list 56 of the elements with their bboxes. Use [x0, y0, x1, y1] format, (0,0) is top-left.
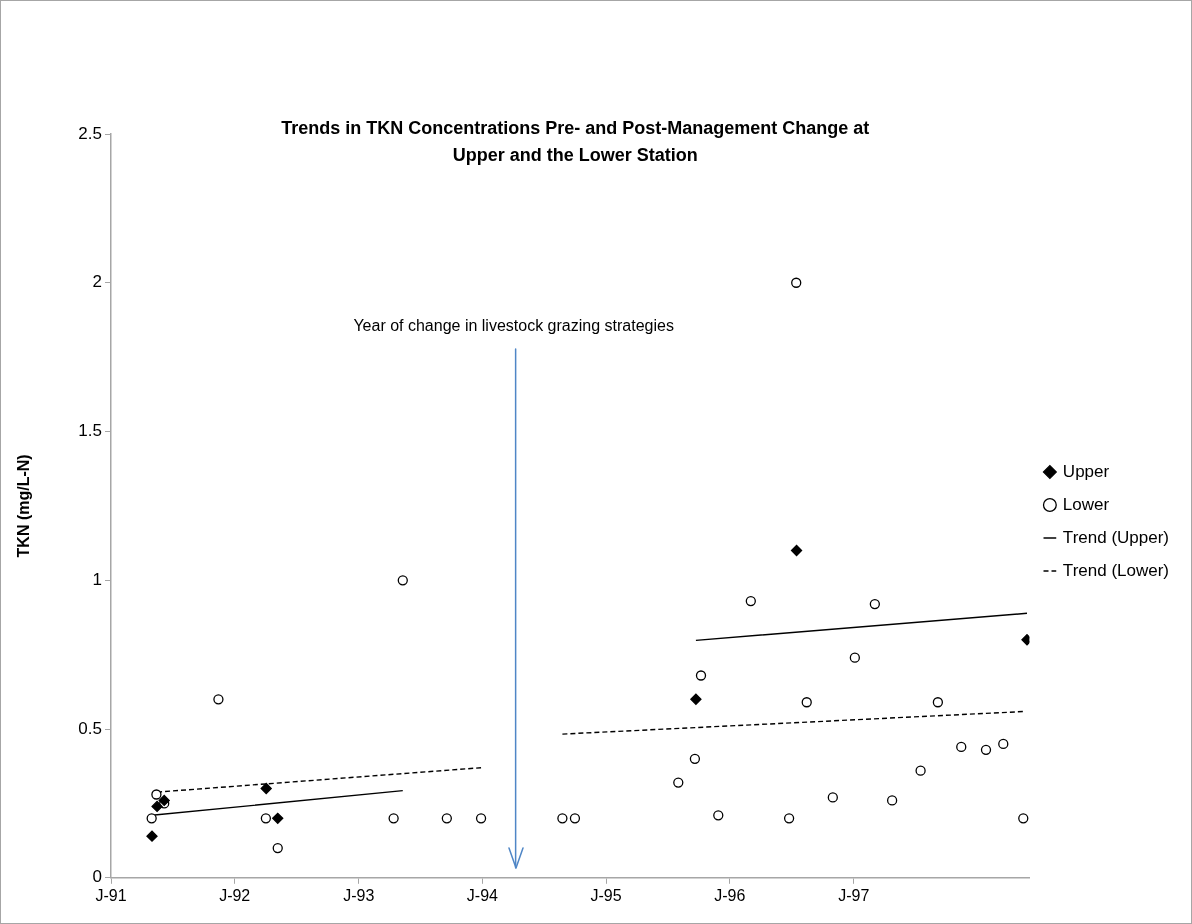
point	[869, 598, 880, 610]
x-tick-label: J-94	[466, 886, 499, 904]
point	[475, 813, 487, 824]
point	[791, 277, 802, 288]
y-tick-label: 2	[92, 272, 102, 292]
y-tick-label: 2.5	[78, 123, 102, 143]
point	[886, 795, 898, 806]
point	[557, 813, 568, 824]
point	[932, 697, 944, 708]
point	[158, 794, 170, 807]
point	[801, 697, 812, 708]
point	[151, 789, 162, 800]
point	[151, 800, 163, 813]
point	[441, 813, 452, 824]
point	[673, 777, 684, 788]
legend-label: Trend (Lower)	[1062, 560, 1170, 580]
point	[713, 810, 724, 821]
point	[849, 652, 860, 663]
x-tick-label: J-92	[219, 886, 251, 904]
y-axis-title: TKN (mg/L-N)	[15, 454, 33, 558]
x-tick-label: J-93	[343, 886, 375, 904]
chart-title: Trends in TKN Concentrations Pre- and Post-Management Change at Upper and the Lower Station	[281, 117, 870, 165]
y-tick-label: 0	[92, 867, 102, 887]
point	[146, 813, 157, 824]
x-tick-label: J-91	[95, 886, 127, 904]
point	[569, 813, 581, 824]
y-tick-label: 0.5	[78, 718, 102, 738]
legend-label: Trend (Upper)	[1062, 527, 1170, 547]
point	[397, 575, 408, 586]
point	[980, 744, 992, 756]
point	[956, 741, 967, 753]
point	[690, 693, 702, 705]
point	[915, 765, 926, 776]
point	[783, 813, 795, 824]
point	[1018, 813, 1029, 824]
point	[998, 738, 1009, 750]
legend-label: Upper	[1062, 461, 1110, 481]
point	[689, 753, 701, 764]
point	[827, 792, 838, 803]
ref-line-label: Year of change in livestock grazing strategies	[353, 317, 674, 335]
x-tick-label: J-97	[838, 886, 870, 904]
legend-label: Lower	[1062, 494, 1110, 514]
y-tick-label: 1.5	[78, 421, 102, 441]
point	[272, 812, 284, 824]
point	[695, 670, 707, 681]
point	[260, 782, 272, 795]
point	[745, 595, 756, 607]
x-tick-label: J-95	[590, 886, 622, 904]
point	[213, 694, 224, 705]
point	[790, 544, 803, 557]
point	[388, 813, 399, 824]
x-tick-label: J-96	[714, 886, 746, 904]
point	[260, 813, 272, 824]
y-tick-label: 1	[92, 569, 102, 589]
point	[272, 842, 283, 854]
point	[146, 830, 158, 842]
